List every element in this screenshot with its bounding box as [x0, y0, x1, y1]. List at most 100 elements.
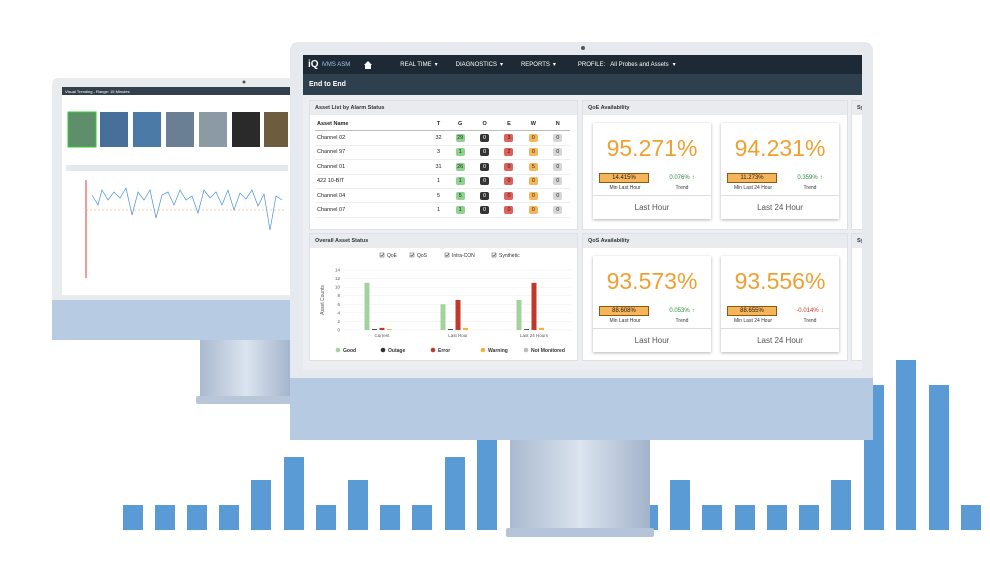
- period: Last Hour: [593, 328, 711, 352]
- trend-arrow: ↑: [819, 175, 823, 181]
- count-badge: 0: [480, 162, 490, 171]
- back-title: Visual Trending - Range: 15 Minutes: [62, 87, 290, 95]
- count-badge: 29: [455, 134, 465, 143]
- x-tick-label: Last 24 Hours: [520, 333, 549, 338]
- filter-label: QoE: [387, 253, 398, 259]
- count-badge: 1: [455, 177, 465, 186]
- min-label: Min Last Hour: [609, 185, 641, 191]
- count-badge: 0: [553, 191, 563, 200]
- legend-label[interactable]: Error: [438, 348, 450, 354]
- column-header: G: [448, 117, 473, 132]
- camera: [581, 46, 585, 50]
- bar: [379, 327, 385, 330]
- qoe-panel: QoE Availability 95.271% 14.415% Min Last …: [582, 100, 848, 230]
- bg-bar: [735, 505, 755, 530]
- profile-select[interactable]: All Probes and Assets: [610, 61, 669, 68]
- count-badge: 0: [528, 134, 538, 143]
- min-label: Min Last 24 Hour: [733, 185, 773, 191]
- asset-row[interactable]: Channel 07 1 1 0 0 0 0: [315, 202, 570, 218]
- home-icon[interactable]: [364, 60, 373, 69]
- count-badge: 0: [504, 191, 514, 200]
- back-stand: [200, 338, 292, 398]
- legend-swatch[interactable]: [380, 347, 386, 353]
- period: Last Hour: [593, 195, 711, 219]
- legend-swatch[interactable]: [480, 347, 486, 353]
- menu-item[interactable]: DIAGNOSTICS: [455, 62, 497, 68]
- availability-card[interactable]: 95.271% 14.415% Min Last Hour 0.076% ↑ Trend L…: [593, 123, 711, 219]
- bg-bar: [799, 505, 819, 530]
- trend-value: 0.053%: [669, 308, 690, 314]
- legend-label[interactable]: Not Monitored: [531, 348, 565, 354]
- y-tick-label: 4: [337, 310, 340, 315]
- count-cell: 2: [496, 145, 522, 161]
- count-cell: 0: [545, 188, 570, 204]
- column-header: N: [545, 117, 570, 132]
- legend-swatch[interactable]: [335, 347, 341, 353]
- bg-bar: [380, 505, 400, 530]
- asset-row[interactable]: Channel 97 3 1 0 2 0 0: [315, 145, 570, 161]
- count-cell: 3: [496, 130, 522, 146]
- asset-row[interactable]: Channel 02 32 29 0 3 0 0: [315, 130, 570, 146]
- min-value: 88.608%: [599, 306, 649, 316]
- count-cell: 5: [521, 159, 546, 175]
- filter-checkbox[interactable]: [491, 252, 497, 258]
- bar: [531, 282, 537, 330]
- menu-item[interactable]: REAL TIME: [400, 62, 432, 68]
- header-row: Asset Name T G O E W N: [315, 117, 570, 132]
- nav-bar: iQ iVMS ASM REAL TIME ▾ DIAGNOSTICS ▾ REPORT…: [303, 55, 862, 74]
- back-camera: [242, 80, 246, 84]
- count-cell: 29: [448, 130, 473, 146]
- availability-card[interactable]: 93.573% 88.608% Min Last Hour 0.053% ↑ Trend L…: [593, 256, 711, 352]
- count-cell: 0: [545, 202, 570, 218]
- count-cell: 0: [521, 130, 546, 146]
- legend-label[interactable]: Warning: [488, 348, 508, 354]
- min-label: Min Last Hour: [609, 318, 641, 324]
- back-chin: [52, 300, 300, 340]
- asset-name: Channel 01: [315, 159, 429, 175]
- column-header: O: [472, 117, 497, 132]
- count-badge: 0: [553, 162, 563, 171]
- count-badge: 1: [455, 148, 465, 157]
- legend-swatch[interactable]: [430, 347, 436, 353]
- menu-item[interactable]: REPORTS: [520, 62, 550, 68]
- filter-checkbox[interactable]: [409, 252, 415, 258]
- asset-row[interactable]: 422 10-BIT 1 1 0 0 0 0: [315, 174, 570, 189]
- y-tick-label: 8: [337, 293, 340, 298]
- count-badge: 0: [504, 206, 514, 215]
- column-header: W: [521, 117, 546, 132]
- legend-label[interactable]: Good: [343, 348, 356, 354]
- period: Last 24 Hour: [721, 195, 839, 219]
- asset-row[interactable]: Channel 04 5 5 0 0 0 0: [315, 188, 570, 204]
- bg-bar: [445, 457, 465, 530]
- legend-swatch[interactable]: [523, 347, 529, 353]
- y-tick-label: 10: [335, 285, 341, 290]
- filter-label: QoS: [417, 253, 428, 259]
- bg-bar: [316, 505, 336, 530]
- availability-value: 93.556%: [734, 268, 826, 294]
- availability-card[interactable]: 94.231% 11.273% Min Last 24 Hour 0.359% ↑ Tre…: [721, 123, 839, 219]
- filter-checkbox[interactable]: [444, 252, 450, 258]
- column-header: E: [496, 117, 522, 132]
- side-panel: Sy: [851, 100, 862, 230]
- count-cell: 0: [545, 174, 570, 189]
- count-badge: 0: [480, 134, 490, 143]
- bg-bar: [477, 440, 497, 530]
- y-tick-label: 12: [335, 276, 341, 281]
- count-cell: 0: [521, 202, 546, 218]
- filter-checkbox[interactable]: [379, 252, 385, 258]
- count-cell: 0: [496, 188, 522, 204]
- front-stand: [510, 438, 650, 530]
- check: [410, 253, 415, 257]
- bar: [455, 300, 461, 330]
- trend-arrow: ↑: [691, 175, 695, 181]
- count-cell: 0: [545, 145, 570, 161]
- y-axis-label: Asset Counts: [320, 285, 326, 315]
- y-tick-label: 6: [337, 302, 340, 307]
- asset-row[interactable]: Channel 01 31 26 0 0 5 0: [315, 159, 570, 175]
- panel-title: Asset List by Alarm Status: [310, 101, 577, 115]
- availability-card[interactable]: 93.556% 88.655% Min Last 24 Hour -0.014% ↓ Tr…: [721, 256, 839, 352]
- min-value: 14.415%: [599, 173, 649, 183]
- legend-label[interactable]: Outage: [388, 348, 405, 354]
- count-cell: 0: [521, 188, 546, 204]
